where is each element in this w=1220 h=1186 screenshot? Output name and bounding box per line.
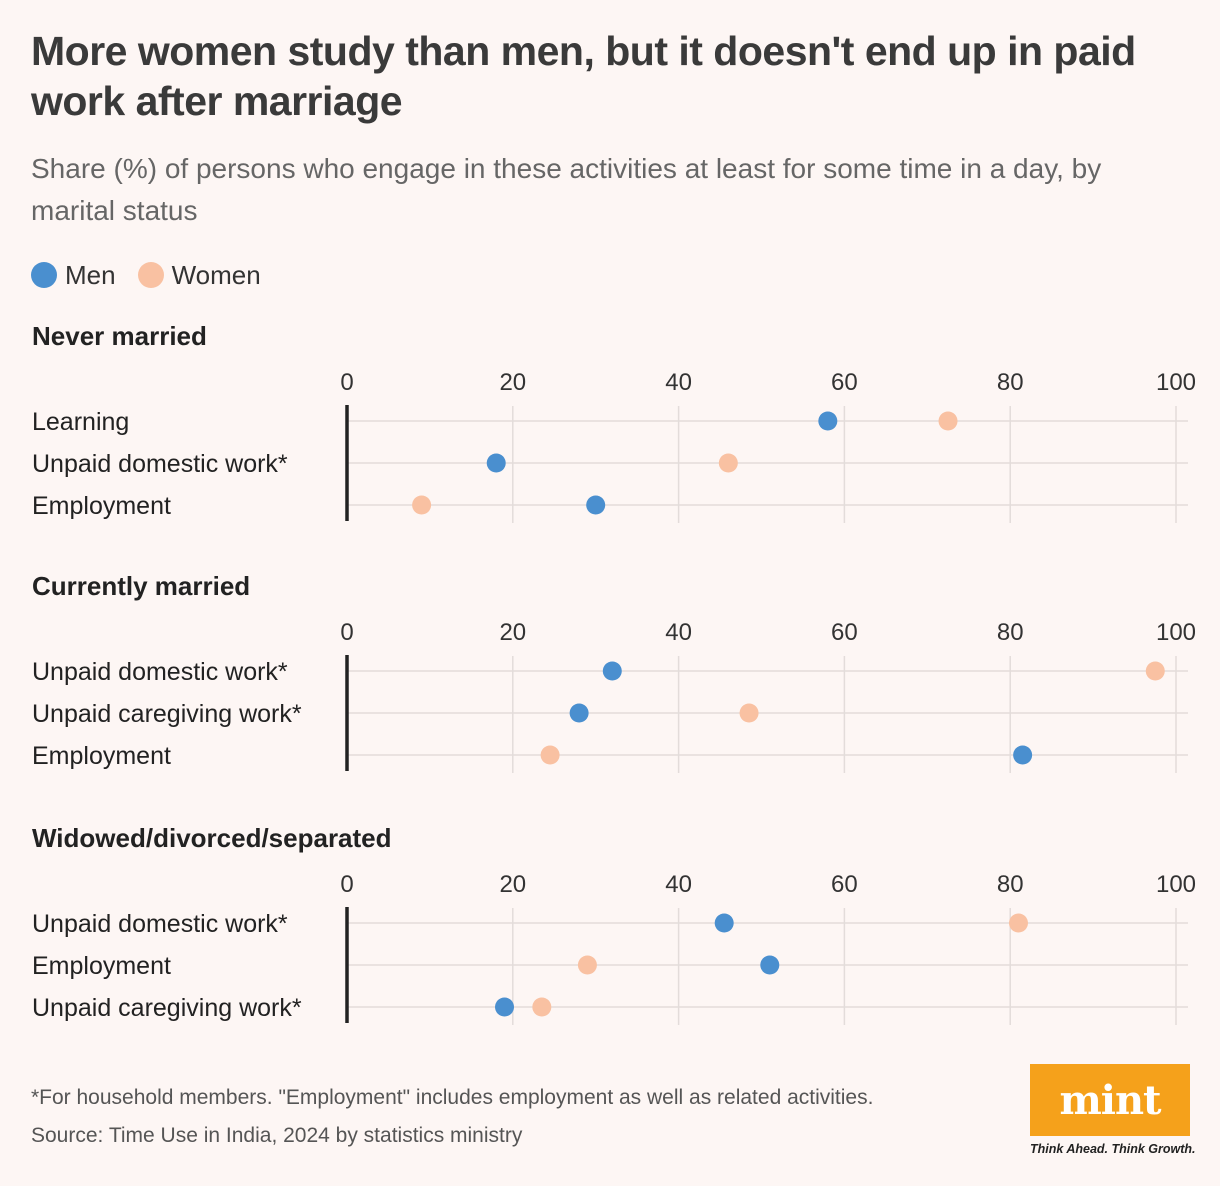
x-tick-label: 80 <box>997 871 1024 898</box>
category-label: Unpaid domestic work* <box>32 450 288 478</box>
men-dot <box>495 997 515 1017</box>
women-dot <box>577 955 597 975</box>
x-tick-label: 100 <box>1156 369 1196 396</box>
category-label: Employment <box>32 492 171 520</box>
legend-item-women: Women <box>137 259 261 291</box>
women-dot <box>412 495 432 515</box>
legend-item-men: Men <box>31 260 116 291</box>
x-tick-label: 60 <box>831 871 858 898</box>
men-dot <box>760 955 780 975</box>
x-tick-label: 0 <box>340 619 353 646</box>
men-dot <box>586 495 606 515</box>
x-tick-label: 40 <box>665 369 692 396</box>
logo-tagline: Think Ahead. Think Growth. <box>1030 1142 1196 1156</box>
source-note: Source: Time Use in India, 2024 by stati… <box>31 1124 523 1147</box>
category-label: Unpaid caregiving work* <box>32 994 302 1022</box>
x-tick-label: 80 <box>997 619 1024 646</box>
category-label: Unpaid domestic work* <box>32 658 288 686</box>
x-tick-label: 60 <box>831 619 858 646</box>
x-tick-label: 20 <box>499 369 526 396</box>
chart-title: More women study than men, but it doesn'… <box>31 28 1136 124</box>
women-dot <box>540 745 560 765</box>
category-label: Employment <box>32 742 171 770</box>
x-tick-label: 80 <box>997 369 1024 396</box>
x-tick-label: 0 <box>340 369 353 396</box>
legend-men-swatch <box>31 262 57 288</box>
category-label: Employment <box>32 952 171 980</box>
footnote: *For household members. "Employment" inc… <box>31 1086 874 1109</box>
men-dot <box>714 913 734 933</box>
x-tick-label: 60 <box>831 369 858 396</box>
legend-men-label: Men <box>65 259 116 290</box>
men-dot <box>818 411 838 431</box>
x-tick-label: 0 <box>340 871 353 898</box>
men-dot <box>1013 745 1033 765</box>
women-dot <box>1008 913 1028 933</box>
category-label: Learning <box>32 408 129 436</box>
mint-logo: mint <box>1030 1064 1190 1136</box>
legend: Men Women <box>31 257 283 293</box>
x-tick-label: 40 <box>665 619 692 646</box>
x-tick-label: 100 <box>1156 871 1196 898</box>
women-dot <box>938 411 958 431</box>
women-dot <box>1145 661 1165 681</box>
women-dot <box>718 453 738 473</box>
chart-subtitle: Share (%) of persons who engage in these… <box>31 153 1102 226</box>
category-label: Unpaid caregiving work* <box>32 700 302 728</box>
legend-women-label: Women <box>171 259 261 290</box>
legend-women-swatch <box>137 262 164 288</box>
men-dot <box>569 703 589 723</box>
panel-title: Never married <box>32 321 207 351</box>
men-dot <box>602 661 622 681</box>
women-dot <box>532 997 552 1017</box>
x-tick-label: 20 <box>499 871 526 898</box>
panel-title: Widowed/divorced/separated <box>32 823 392 853</box>
women-dot <box>739 703 759 723</box>
x-tick-label: 40 <box>665 871 692 898</box>
panel-title: Currently married <box>32 571 250 601</box>
x-tick-label: 20 <box>499 619 526 646</box>
category-label: Unpaid domestic work* <box>32 910 288 938</box>
x-tick-label: 100 <box>1156 619 1196 646</box>
men-dot <box>486 453 506 473</box>
